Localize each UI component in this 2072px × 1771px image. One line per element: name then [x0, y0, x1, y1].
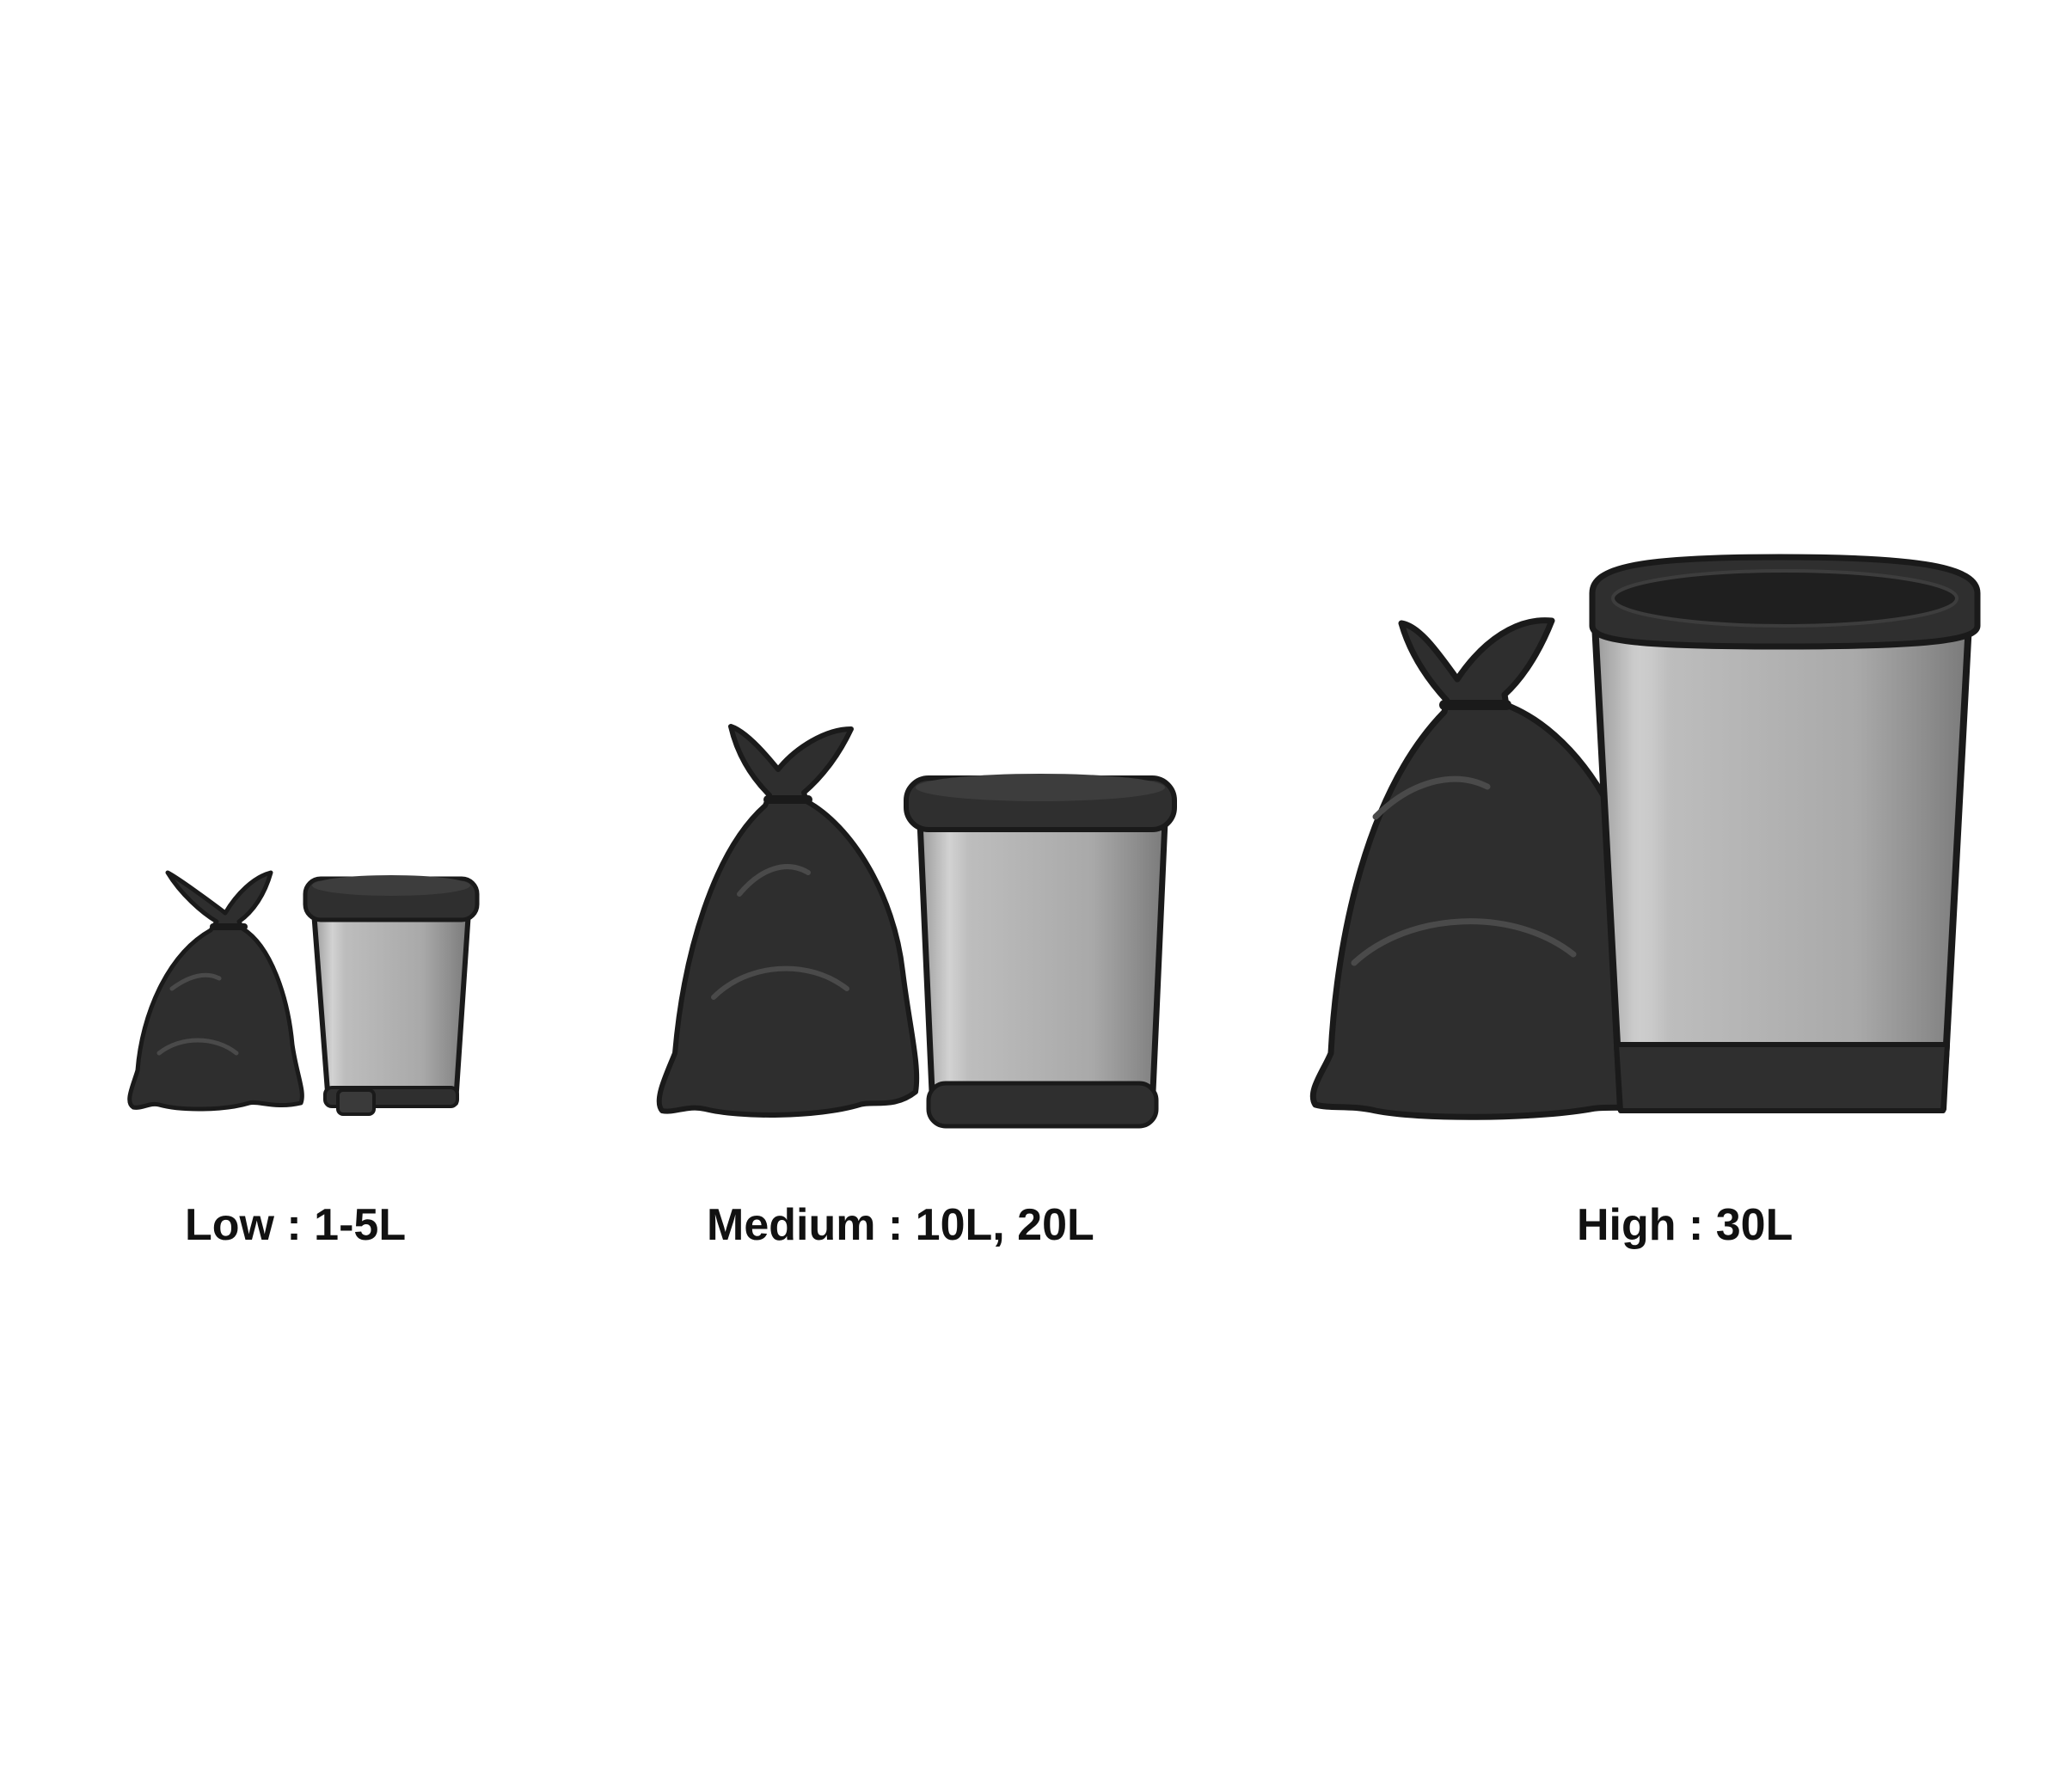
high-capacity-label: High : 30L [1577, 1200, 1793, 1250]
garbage-bag-icon [656, 724, 920, 1118]
low-group [127, 870, 480, 1116]
garbage-bag-icon [127, 870, 304, 1112]
low-capacity-label: Low : 1-5L [185, 1200, 407, 1250]
high-group [1309, 554, 1981, 1120]
garbage-bag-icon [1309, 617, 1670, 1120]
medium-capacity-label: Medium : 10L, 20L [707, 1200, 1094, 1250]
open-bin-icon [1589, 554, 1981, 1113]
medium-group [656, 724, 1177, 1129]
lidded-bin-icon [904, 774, 1177, 1129]
pedal-bin-icon [303, 875, 480, 1116]
